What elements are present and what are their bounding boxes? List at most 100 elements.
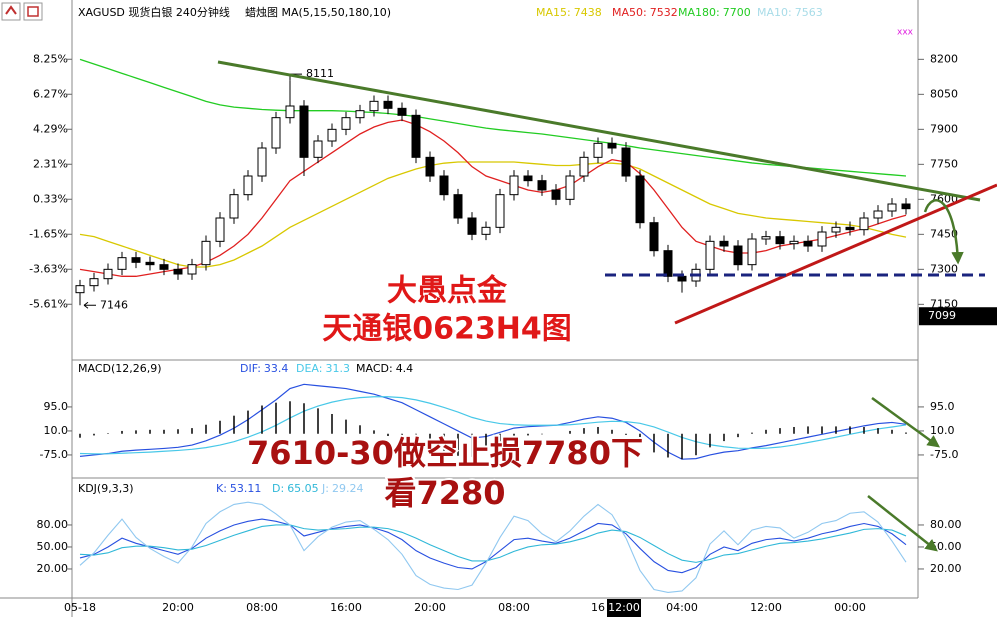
arrow: [867, 495, 938, 552]
y-tick-label: 20.00: [930, 562, 962, 575]
candle-body: [677, 275, 687, 282]
last-price-box: [919, 307, 997, 326]
y-tick-label: -5.61%: [29, 297, 68, 310]
x-tick-label: 05-18: [64, 601, 96, 614]
legend-entry: K: 53.11: [216, 482, 261, 495]
marker: xxx: [897, 28, 914, 38]
icon[interactable]: [23, 2, 43, 21]
candle-body: [145, 261, 155, 266]
candle-body: [649, 222, 659, 252]
icon[interactable]: [1, 2, 21, 21]
legend-name: MA180:: [678, 6, 720, 19]
cursor-box: [607, 599, 641, 617]
candle-body: [159, 264, 169, 270]
x-tick-label: 12:00: [750, 601, 782, 614]
candle-body: [887, 203, 897, 212]
y-tick-label: 7750: [930, 157, 958, 170]
legend-entry: MA10: 7563: [757, 6, 823, 19]
candle-body: [523, 175, 533, 182]
candle-body: [593, 142, 603, 158]
panel-title: MACD(12,26,9): [78, 362, 162, 375]
y-tick-label: 4.29%: [33, 122, 68, 135]
legend-value: 65.05: [287, 482, 319, 495]
candle-body: [439, 175, 449, 196]
y-tick-label: -3.63%: [29, 262, 68, 275]
candle-body: [271, 117, 281, 149]
y-tick-label: -1.65%: [29, 227, 68, 240]
x-tick-label: 00:00: [834, 601, 866, 614]
icon-glyph: [27, 6, 39, 17]
candle-body: [103, 268, 113, 280]
y-tick-label: 7150: [930, 297, 958, 310]
candle-body: [817, 231, 827, 247]
candle-body: [299, 105, 309, 158]
candle-body: [663, 250, 673, 277]
y-tick-label: 7450: [930, 227, 958, 240]
legend-value: 4.4: [396, 362, 414, 375]
trend-line: [674, 183, 997, 325]
candle-body: [117, 257, 127, 270]
candle-body: [789, 240, 799, 245]
annotation: 看7280: [384, 474, 505, 512]
series-line: [79, 501, 907, 593]
cursor-label: 12:00: [608, 601, 640, 614]
series-line: [79, 161, 907, 268]
candle-body: [467, 217, 477, 235]
legend-value: 7563: [795, 6, 823, 19]
y-tick-label: 2.31%: [33, 157, 68, 170]
series-line: [79, 396, 907, 455]
candle-body: [229, 194, 239, 219]
legend-name: DIF:: [240, 362, 261, 375]
legend-entry: D: 65.05: [272, 482, 319, 495]
legend-entry: J: 29.24: [321, 482, 363, 495]
legend-value: 33.4: [264, 362, 289, 375]
legend-entry: MACD: 4.4: [356, 362, 413, 375]
legend-value: 53.11: [230, 482, 262, 495]
y-tick-label: 50.00: [37, 540, 69, 553]
y-tick-label: 80.00: [37, 518, 69, 531]
icon-glyph: [5, 5, 17, 15]
x-tick-label: 08:00: [498, 601, 530, 614]
legend-name: MACD:: [356, 362, 393, 375]
candle-body: [733, 245, 743, 266]
candle-body: [327, 128, 337, 142]
y-tick-label: 8200: [930, 52, 958, 65]
candle-body: [537, 180, 547, 191]
y-tick-label: -75.0: [930, 448, 958, 461]
y-tick-label: -75.0: [40, 448, 68, 461]
y-tick-label: 50.00: [930, 540, 962, 553]
candle-body: [579, 156, 589, 177]
x-tick-label: 16:00: [330, 601, 362, 614]
y-tick-label: 10.0: [930, 424, 955, 437]
candle-body: [131, 257, 141, 263]
legend-entry: DEA: 31.3: [296, 362, 350, 375]
arrow: [871, 396, 941, 448]
candle-body: [313, 140, 323, 158]
legend-name: MA15:: [536, 6, 571, 19]
x-tick-label: 04:00: [666, 601, 698, 614]
y-tick-label: 7300: [930, 262, 958, 275]
y-tick-label: 10.0: [44, 424, 69, 437]
y-tick-label: 20.00: [37, 562, 69, 575]
candle-body: [75, 285, 85, 294]
y-tick-label: 8050: [930, 87, 958, 100]
low-pointer: [83, 301, 96, 309]
candle-body: [831, 226, 841, 233]
annotation: 7610-30做空止损7780下: [247, 434, 643, 472]
panel-title: XAGUSD 现货白银 240分钟线: [78, 5, 230, 19]
candle-body: [383, 100, 393, 109]
legend-name: MA10:: [757, 6, 792, 19]
candle-body: [243, 175, 253, 196]
candle-body: [187, 264, 197, 275]
candle-body: [425, 156, 435, 177]
y-tick-label: 6.27%: [33, 87, 68, 100]
candle-body: [397, 107, 407, 116]
candle-body: [635, 175, 645, 224]
candle-body: [341, 117, 351, 130]
legend-value: 7438: [574, 6, 602, 19]
candle-body: [607, 142, 617, 149]
legend-name: MA50:: [612, 6, 647, 19]
low-label: 7146: [100, 298, 128, 311]
legend-entry: DIF: 33.4: [240, 362, 288, 375]
